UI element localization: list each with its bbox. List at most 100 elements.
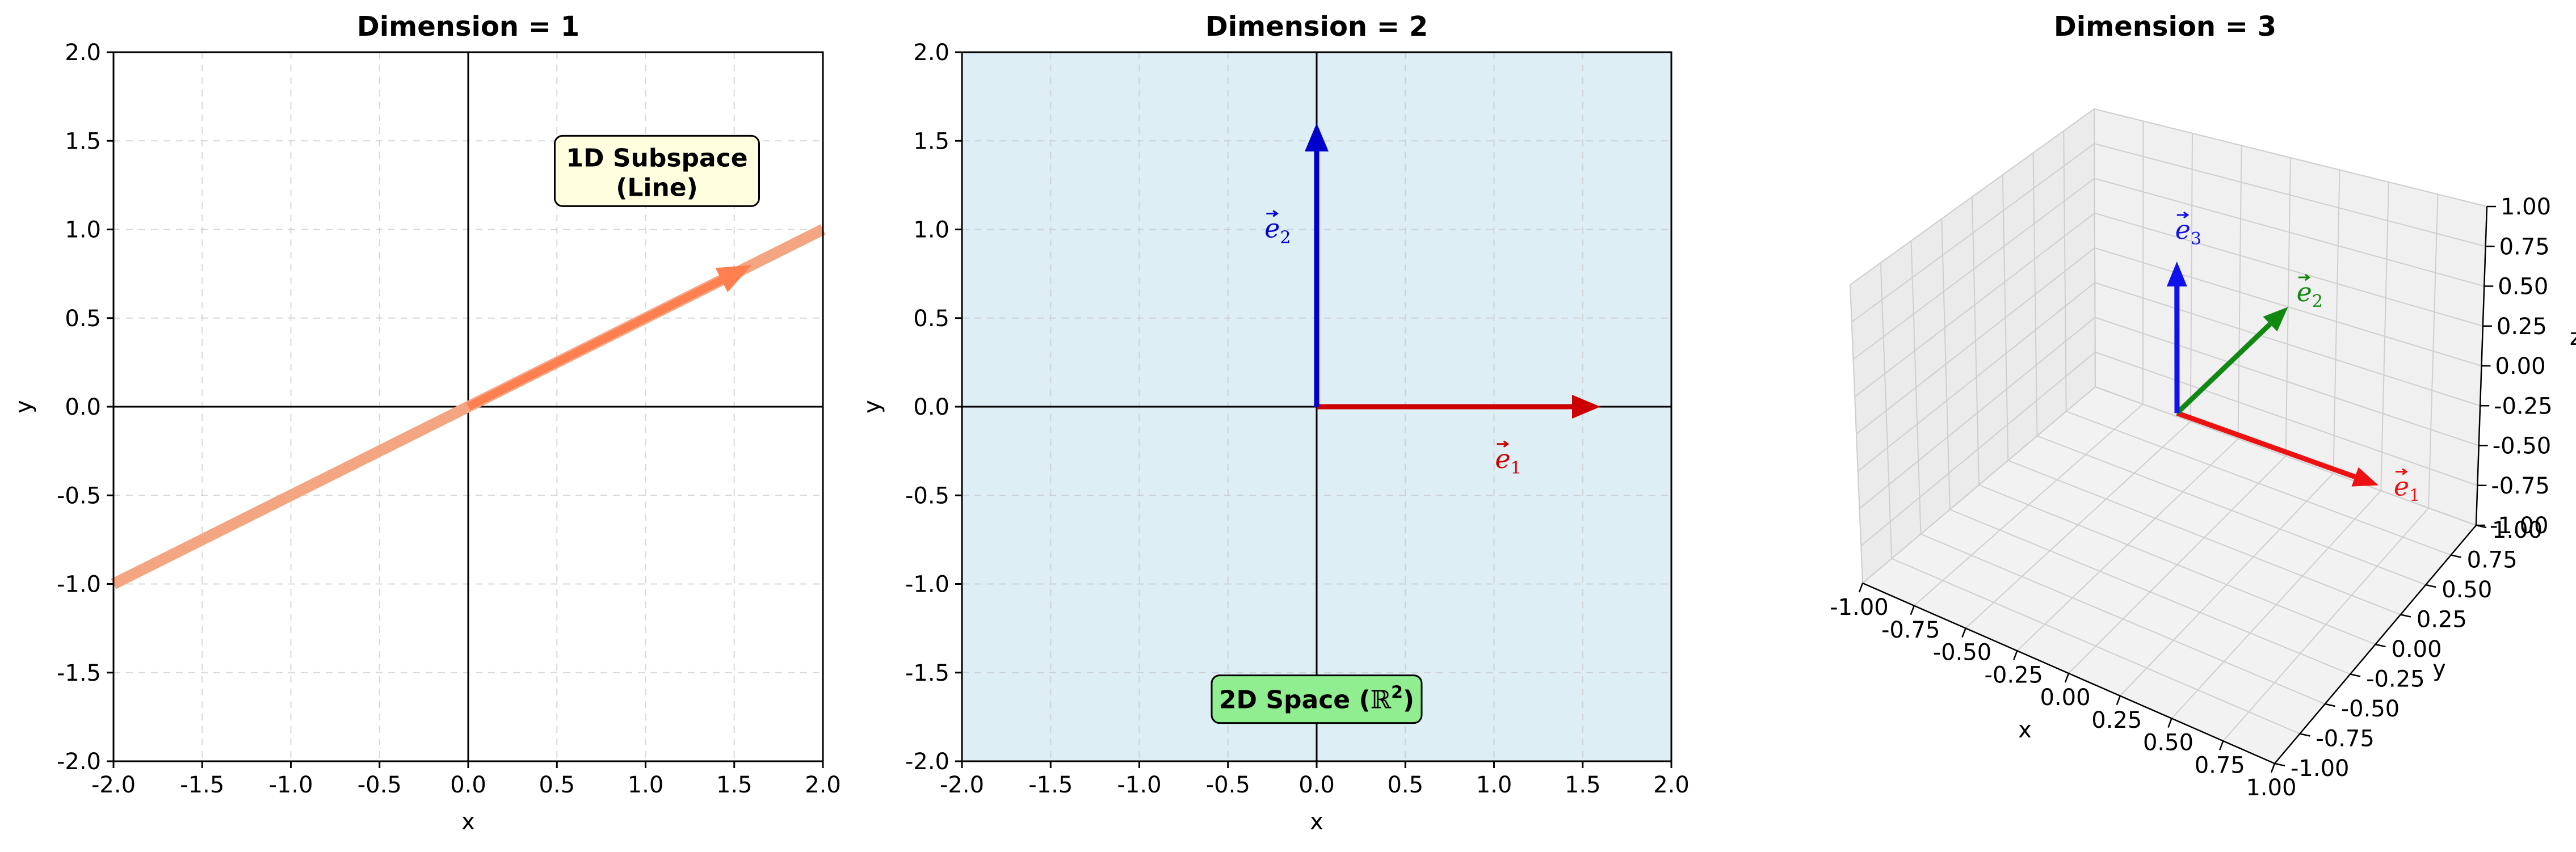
vector-e2-label: e2	[2297, 277, 2323, 311]
panel-dimension-3: Dimension = 3 -1.00-0.75-0.50-0.250.000.…	[1830, 11, 2576, 801]
vector-e2-head	[1305, 123, 1329, 151]
vector-e1	[1317, 395, 1600, 419]
vector-e1-label-letter: e	[2394, 471, 2409, 502]
space-annotation-exponent: 2	[1391, 683, 1403, 703]
panel-2-frame	[961, 51, 1672, 762]
panel-3-ticks: -1.00-0.75-0.50-0.250.000.250.500.751.00…	[1830, 194, 2552, 801]
x-tick-mark	[2064, 673, 2070, 683]
subspace-vector	[466, 265, 752, 411]
panel-2-y-label: y	[859, 400, 885, 414]
vector-e3-label-subscript: 3	[2191, 229, 2201, 249]
z-tick-label: -1.00	[2490, 513, 2549, 539]
y-tick-label: -1.5	[57, 660, 101, 686]
y-tick-label: -0.5	[57, 483, 101, 509]
space-annotation-symbol: ℝ	[1371, 686, 1392, 715]
y-tick-label: -2.0	[905, 749, 949, 775]
space-annotation: 2D Space (ℝ2)	[1211, 674, 1423, 724]
y-tick-label: 1.5	[65, 128, 101, 154]
space-annotation-prefix: 2D Space (	[1219, 686, 1371, 715]
y-tick-label: 0.5	[913, 306, 949, 332]
panel-1-plot-area	[111, 224, 826, 589]
x-tick-label: 0.00	[2040, 685, 2090, 711]
y-tick-label: 2.0	[913, 40, 949, 66]
z-tick-label: 0.75	[2499, 234, 2550, 260]
x-tick-label: -1.0	[268, 772, 313, 798]
vector-e3	[2166, 261, 2187, 414]
x-tick-label: 1.0	[1476, 772, 1512, 798]
back-gridline-z	[2094, 108, 2487, 207]
panel-1-frame	[112, 51, 824, 762]
x-tick-label: -0.5	[358, 772, 402, 798]
y-tick-label: 1.5	[913, 128, 949, 154]
panel-2-plot-area: e1 e2	[1264, 123, 1600, 478]
x-tick-mark	[1961, 628, 1966, 638]
y-tick-mark	[2300, 733, 2310, 737]
floor-gridline-y	[2066, 411, 2451, 556]
z-tick-label: -0.25	[2494, 393, 2553, 419]
vector-e1-head	[2351, 467, 2379, 487]
z-tick-label: 0.50	[2498, 274, 2548, 300]
back-gridline-x	[2428, 194, 2439, 508]
x-tick-label: -1.00	[1830, 594, 1889, 621]
y-tick-label: 0.25	[2417, 607, 2467, 633]
vector-e3-label-letter: e	[2175, 214, 2191, 245]
vector-e2-label: e2	[1264, 213, 1291, 248]
subspace-annotation-line-2: (Line)	[616, 173, 698, 202]
subspace-vector-head	[715, 265, 752, 293]
x-tick-label: 0.5	[1387, 772, 1423, 798]
x-tick-mark	[2270, 763, 2276, 773]
left-gridline-z	[1856, 247, 2095, 435]
x-tick-label: 2.0	[1653, 772, 1690, 798]
back-gridline-z	[2094, 212, 2483, 327]
floor-gridline-y	[2037, 435, 2426, 585]
x-tick-label: -2.0	[91, 772, 136, 798]
vector-e2-head	[2263, 307, 2288, 332]
y-tick-label: 0.75	[2467, 547, 2518, 573]
vector-e2-label-subscript: 2	[1280, 228, 1291, 248]
left-gridline-y	[2032, 153, 2038, 436]
x-tick-label: -1.5	[1028, 772, 1073, 798]
vector-e1-label: e1	[2394, 471, 2420, 506]
floor-gridline-y	[1978, 484, 2376, 645]
x-tick-mark	[1858, 583, 1864, 593]
panel-3-x-label: x	[2018, 717, 2032, 743]
panel-3-z-label: z	[2570, 324, 2576, 351]
panel-1-x-label: x	[461, 809, 475, 835]
left-gridline-y	[2094, 108, 2096, 387]
back-gridline-z	[2094, 178, 2485, 287]
y-tick-label: 0.0	[913, 394, 949, 420]
vector-e1-label-subscript: 1	[2409, 486, 2420, 506]
vector-e2-label-letter: e	[1264, 213, 1280, 244]
subspace-annotation: 1D Subspace (Line)	[554, 134, 760, 207]
y-tick-mark	[2274, 762, 2285, 767]
vector-e1-label-accent-head	[2402, 468, 2408, 475]
x-tick-label: 2.0	[805, 772, 841, 798]
panel-1-title: Dimension = 1	[357, 11, 579, 43]
x-tick-mark	[2116, 695, 2121, 706]
y-tick-label: 2.0	[65, 40, 101, 66]
y-tick-label: -1.00	[2291, 756, 2350, 782]
back-gridline-x	[2333, 170, 2340, 474]
floor-gridline-x	[2120, 473, 2334, 697]
x-tick-label: 1.0	[628, 772, 664, 798]
left-gridline-z	[1854, 212, 2095, 398]
vector-e1-label: e1	[1495, 444, 1521, 478]
floor-gridline-x	[2171, 490, 2381, 719]
vector-e2	[2175, 307, 2288, 415]
x-tick-label: -0.5	[1206, 772, 1250, 798]
vector-e2-label-accent-head	[2304, 273, 2311, 281]
left-gridline-y	[2002, 175, 2009, 461]
x-tick-label: -2.0	[940, 772, 984, 798]
x-tick-label: 0.0	[450, 772, 486, 798]
z-tick-label: -0.75	[2491, 473, 2550, 499]
y-tick-label: 1.00	[2492, 517, 2543, 543]
x-tick-mark	[1910, 605, 1915, 615]
panel-2-ticks: -2.0 -1.5 -1.0 -0.5 0.0 0.5 1.0 1.5 2.0 -2.0 -1.5 -…	[905, 40, 1690, 798]
panel-3-y-label: y	[2432, 656, 2446, 682]
y-tick-label: 0.0	[65, 394, 101, 420]
space-annotation-text: 2D Space (ℝ2)	[1219, 683, 1414, 715]
x-tick-mark	[2167, 718, 2172, 728]
x-tick-label: 0.5	[539, 772, 575, 798]
